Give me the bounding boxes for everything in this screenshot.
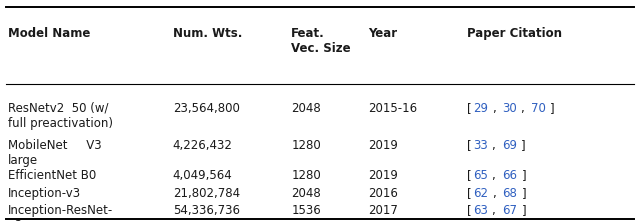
Text: Num. Wts.: Num. Wts. [173,27,242,40]
Text: Paper Citation: Paper Citation [467,27,562,40]
Text: 2015-16: 2015-16 [368,102,417,115]
Text: 2048: 2048 [291,102,321,115]
Text: ,: , [521,102,529,115]
Text: 1536: 1536 [291,204,321,217]
Text: 54,336,736: 54,336,736 [173,204,240,217]
Text: 23,564,800: 23,564,800 [173,102,239,115]
Text: 68: 68 [502,187,517,200]
Text: Inception-ResNet-
v2: Inception-ResNet- v2 [8,204,113,221]
Text: 21,802,784: 21,802,784 [173,187,240,200]
Text: 62: 62 [473,187,488,200]
Text: 66: 66 [502,169,517,182]
Text: 70: 70 [531,102,546,115]
Text: ,: , [492,139,500,152]
Text: 2019: 2019 [368,139,398,152]
Text: 2048: 2048 [291,187,321,200]
Text: 4,226,432: 4,226,432 [173,139,233,152]
Text: [: [ [467,139,472,152]
Text: 1280: 1280 [291,169,321,182]
Text: Model Name: Model Name [8,27,91,40]
Text: Feat.
Vec. Size: Feat. Vec. Size [291,27,351,55]
Text: ]: ] [522,204,526,217]
Text: ResNetv2  50 (w/
full preactivation): ResNetv2 50 (w/ full preactivation) [8,102,113,130]
Text: 2016: 2016 [368,187,398,200]
Text: 2017: 2017 [368,204,398,217]
Text: 4,049,564: 4,049,564 [173,169,232,182]
Text: 63: 63 [473,204,488,217]
Text: ,: , [492,169,500,182]
Text: ,: , [492,204,500,217]
Text: 1280: 1280 [291,139,321,152]
Text: MobileNet     V3
large: MobileNet V3 large [8,139,102,167]
Text: EfficientNet B0: EfficientNet B0 [8,169,97,182]
Text: Year: Year [368,27,397,40]
Text: 33: 33 [473,139,488,152]
Text: [: [ [467,102,472,115]
Text: ]: ] [522,169,526,182]
Text: 2019: 2019 [368,169,398,182]
Text: ,: , [493,102,500,115]
Text: [: [ [467,169,472,182]
Text: 69: 69 [502,139,517,152]
Text: ,: , [493,187,500,200]
Text: ]: ] [522,187,526,200]
Text: [: [ [467,187,472,200]
Text: Inception-v3: Inception-v3 [8,187,81,200]
Text: 65: 65 [473,169,488,182]
Text: ]: ] [550,102,555,115]
Text: 29: 29 [473,102,488,115]
Text: [: [ [467,204,472,217]
Text: ]: ] [521,139,526,152]
Text: 67: 67 [502,204,517,217]
Text: 30: 30 [502,102,517,115]
